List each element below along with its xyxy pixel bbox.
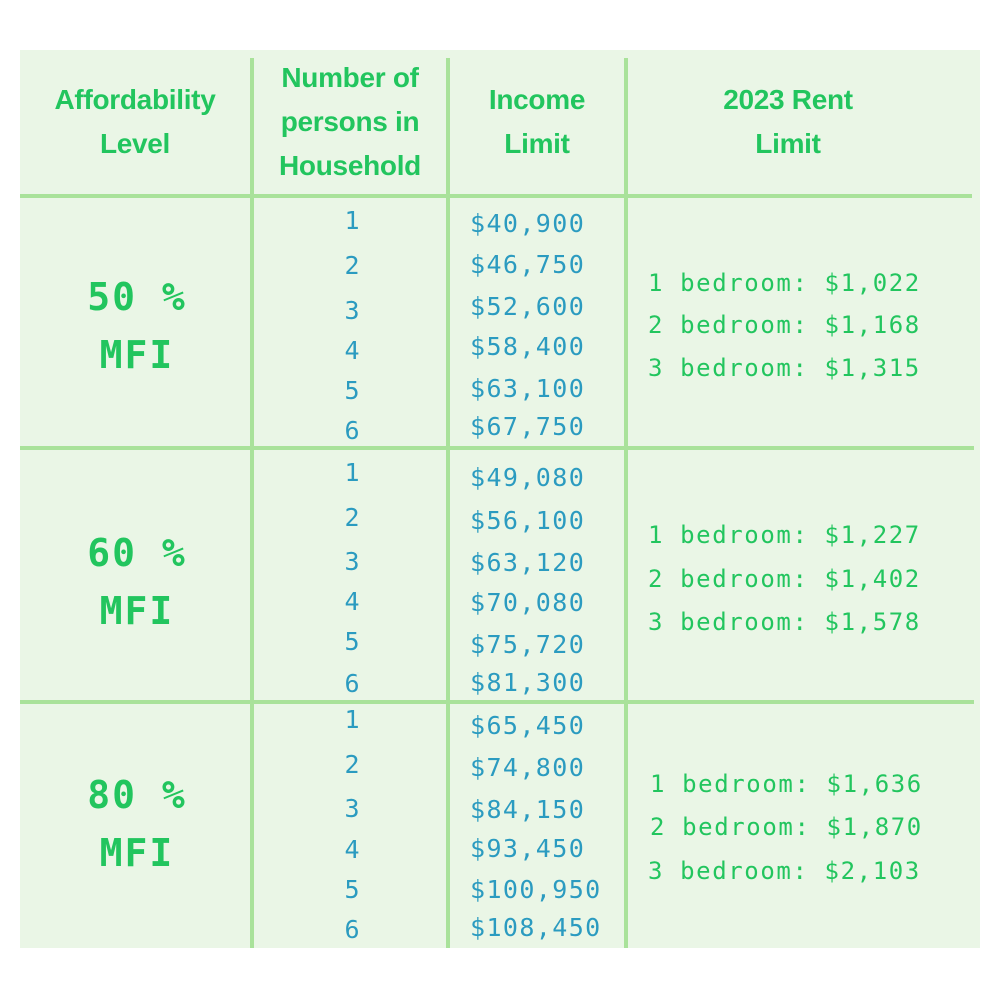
level-line: 80 % — [87, 773, 187, 817]
persons-cell: 1 — [344, 458, 360, 487]
income-limit-cell: $46,750 — [470, 250, 586, 279]
income-limit-cell: $93,450 — [470, 834, 586, 863]
rent-limit-cell: 3 bedroom: $2,103 — [648, 857, 921, 885]
row-divider — [20, 700, 974, 704]
persons-cell: 1 — [344, 206, 360, 235]
header-line: Number of — [281, 62, 419, 93]
income-limit-cell: $63,100 — [470, 374, 586, 403]
persons-cell: 3 — [344, 296, 360, 325]
rent-limit-cell: 1 bedroom: $1,022 — [648, 269, 921, 297]
income-limit-cell: $75,720 — [470, 630, 586, 659]
persons-cell: 5 — [344, 875, 360, 904]
column-divider — [250, 58, 254, 948]
rent-limit-cell: 1 bedroom: $1,227 — [648, 521, 921, 549]
persons-cell: 5 — [344, 376, 360, 405]
persons-cell: 3 — [344, 794, 360, 823]
income-limit-cell: $84,150 — [470, 795, 586, 824]
level-line: 60 % — [87, 531, 187, 575]
persons-cell: 6 — [344, 915, 360, 944]
income-limit-cell: $70,080 — [470, 588, 586, 617]
header-persons-in-household: Number of persons in Household — [254, 50, 446, 194]
income-limit-cell: $74,800 — [470, 753, 586, 782]
header-line: Level — [99, 128, 171, 159]
persons-cell: 6 — [344, 669, 360, 698]
header-line: persons in — [280, 106, 420, 137]
income-limit-cell: $81,300 — [470, 668, 586, 697]
income-limit-cell: $100,950 — [470, 875, 602, 904]
rent-limit-cell: 2 bedroom: $1,402 — [648, 565, 921, 593]
row-divider — [20, 446, 974, 450]
income-limit-cell: $65,450 — [470, 711, 586, 740]
rent-limit-cell: 1 bedroom: $1,636 — [650, 770, 923, 798]
level-line: 50 % — [87, 275, 187, 319]
persons-cell: 4 — [344, 835, 360, 864]
header-line: Affordability — [54, 84, 216, 115]
row-divider — [20, 194, 972, 198]
header-affordability-level: Affordability Level — [20, 50, 250, 194]
income-rent-limits-table: Affordability Level Number of persons in… — [20, 50, 980, 948]
persons-cell: 2 — [344, 750, 360, 779]
income-limit-cell: $52,600 — [470, 292, 586, 321]
persons-cell: 2 — [344, 251, 360, 280]
header-rent-limit: 2023 Rent Limit — [628, 50, 948, 194]
affordability-level-label: 60 % MFI — [20, 524, 254, 640]
persons-cell: 1 — [344, 705, 360, 734]
persons-cell: 4 — [344, 587, 360, 616]
header-income-limit: Income Limit — [450, 50, 624, 194]
header-line: Household — [279, 150, 421, 181]
rent-limit-cell: 3 bedroom: $1,315 — [648, 354, 921, 382]
persons-cell: 3 — [344, 547, 360, 576]
persons-cell: 4 — [344, 336, 360, 365]
income-limit-cell: $58,400 — [470, 332, 586, 361]
level-line: MFI — [99, 333, 175, 377]
income-limit-cell: $40,900 — [470, 209, 586, 238]
level-line: MFI — [99, 589, 175, 633]
column-divider — [624, 58, 628, 948]
rent-limit-cell: 3 bedroom: $1,578 — [648, 608, 921, 636]
income-limit-cell: $108,450 — [470, 913, 602, 942]
header-line: Limit — [755, 128, 821, 159]
income-limit-cell: $56,100 — [470, 506, 586, 535]
income-limit-cell: $49,080 — [470, 463, 586, 492]
column-divider — [446, 58, 450, 948]
persons-cell: 5 — [344, 627, 360, 656]
level-line: MFI — [99, 831, 175, 875]
header-line: Limit — [504, 128, 570, 159]
affordability-level-label: 80 % MFI — [20, 766, 254, 882]
income-limit-cell: $67,750 — [470, 412, 586, 441]
header-line: Income — [488, 84, 586, 115]
persons-cell: 2 — [344, 503, 360, 532]
header-line: 2023 Rent — [723, 84, 853, 115]
rent-limit-cell: 2 bedroom: $1,870 — [650, 813, 923, 841]
affordability-level-label: 50 % MFI — [20, 268, 254, 384]
persons-cell: 6 — [344, 416, 360, 445]
rent-limit-cell: 2 bedroom: $1,168 — [648, 311, 921, 339]
income-limit-cell: $63,120 — [470, 548, 586, 577]
